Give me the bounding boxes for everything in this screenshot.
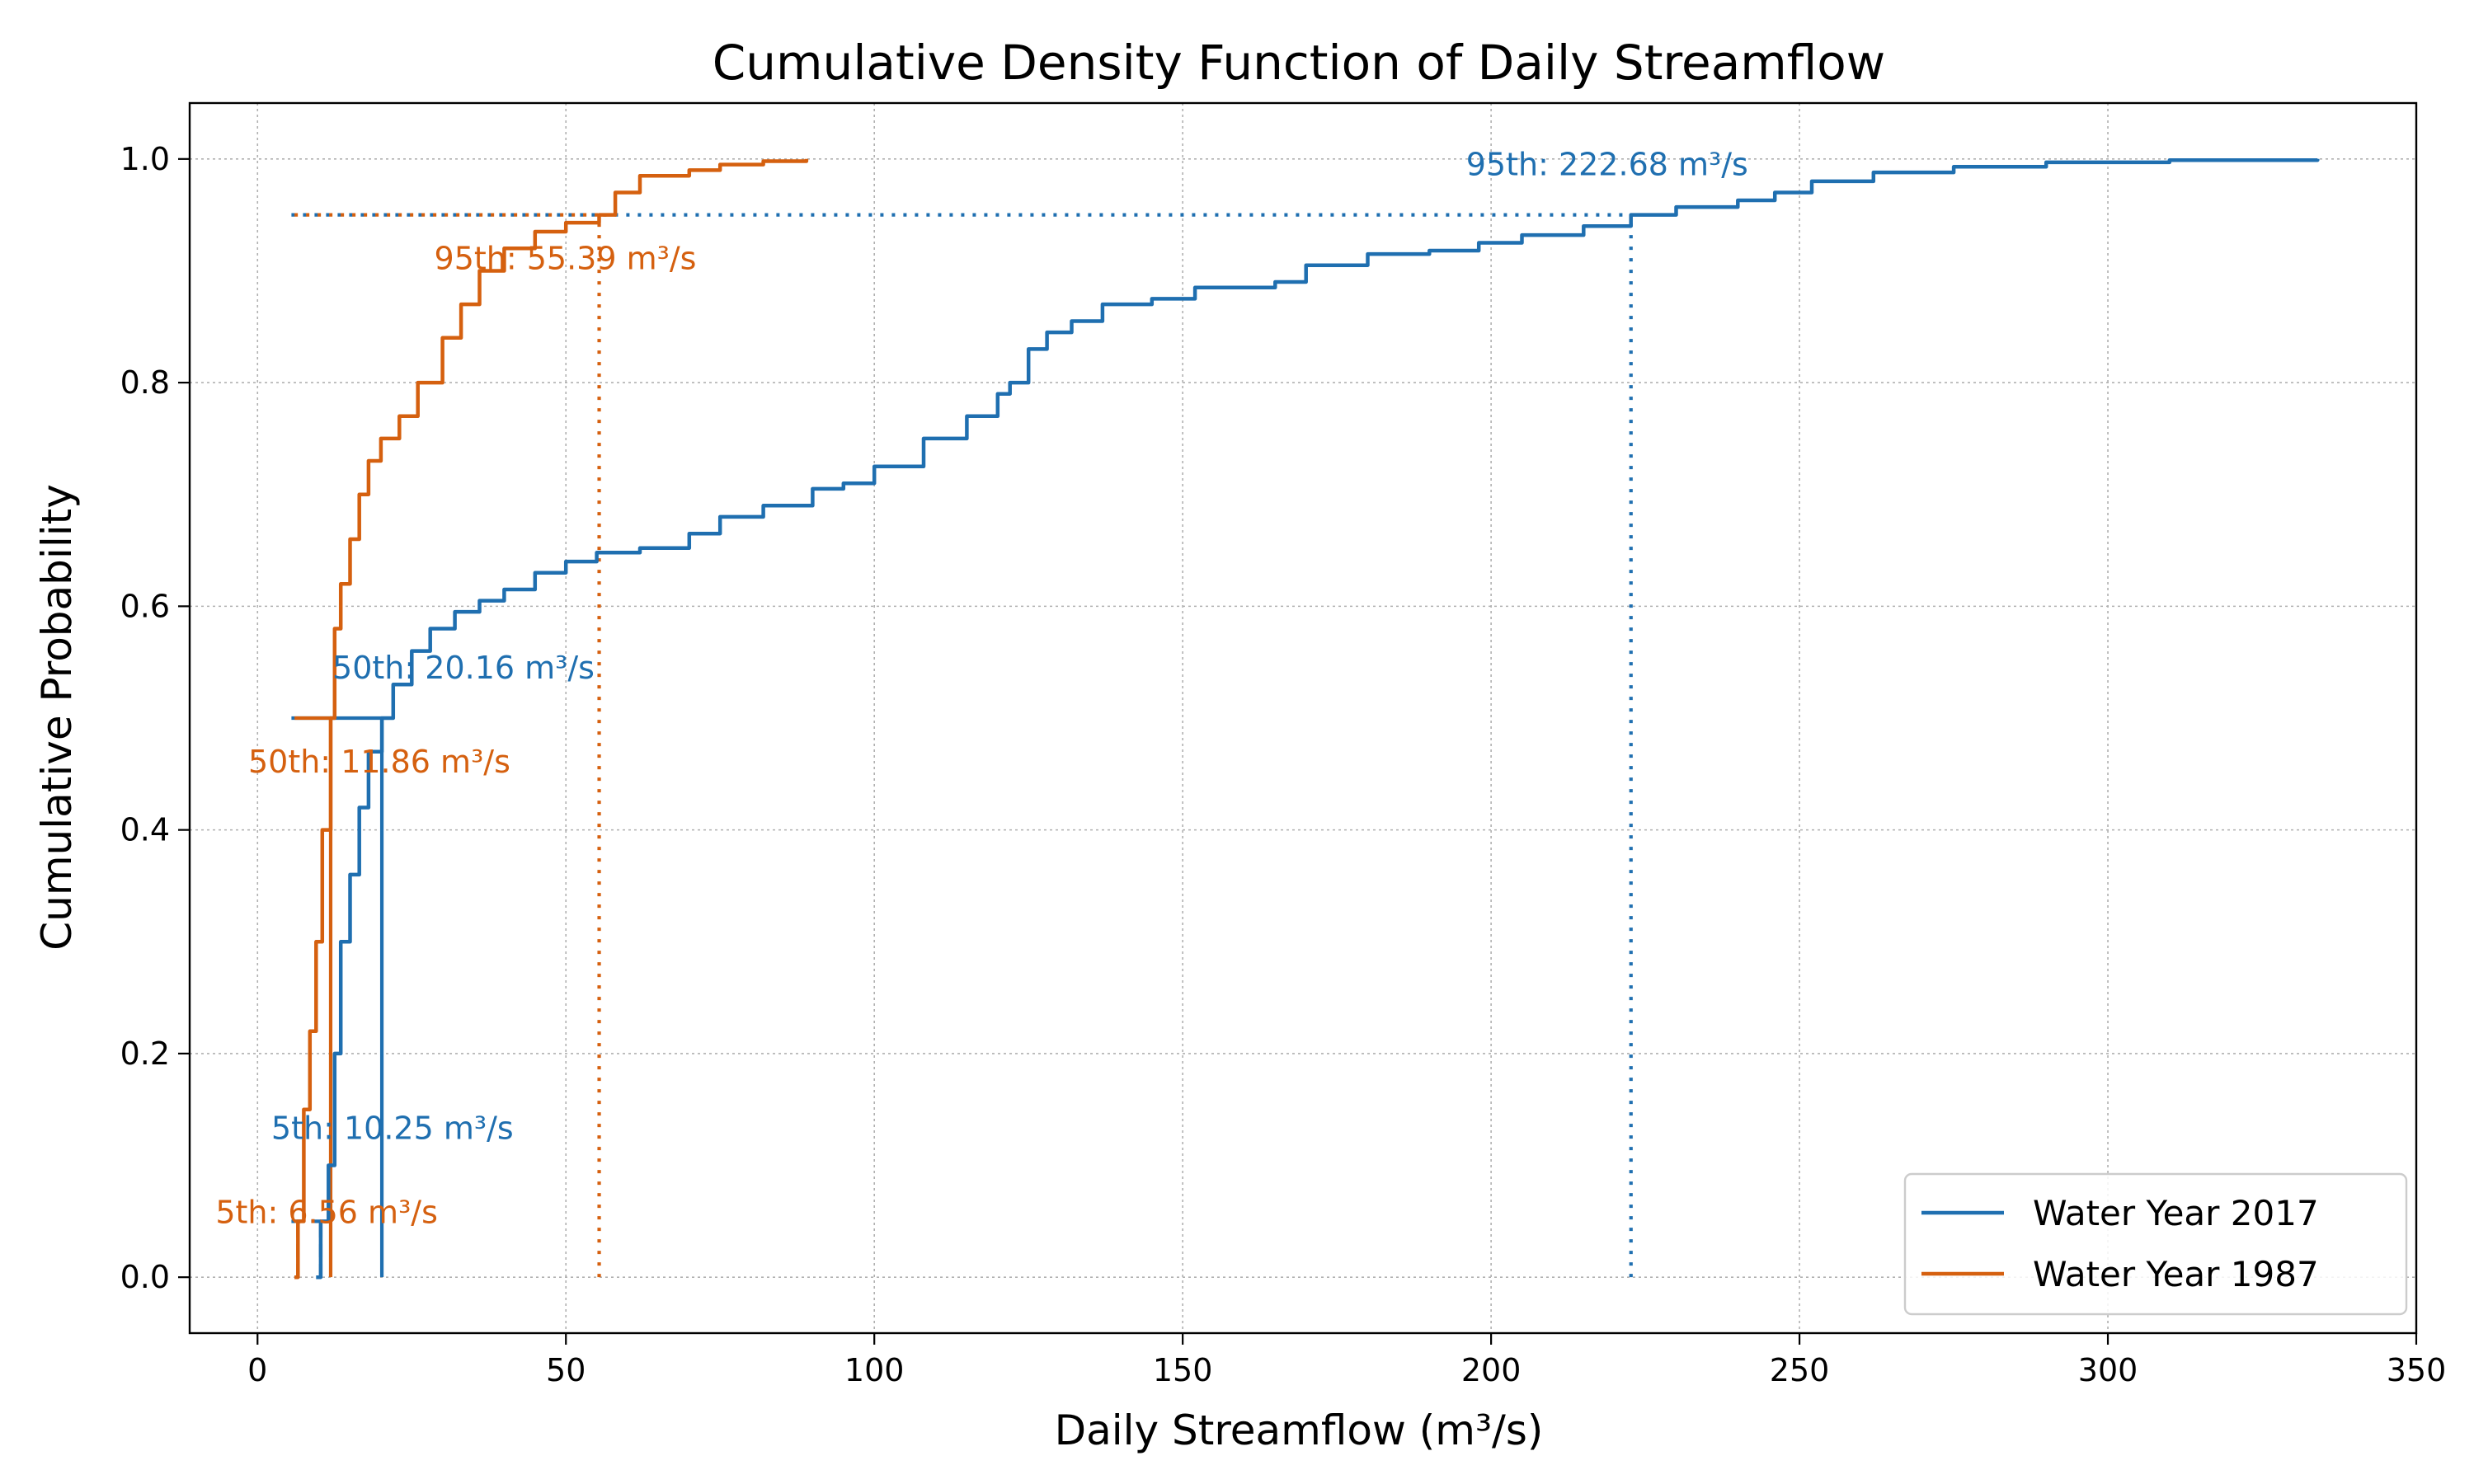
- legend-label-1987: Water Year 1987: [2033, 1254, 2319, 1294]
- y-axis-label: Cumulative Probability: [33, 484, 81, 951]
- percentile-label-0-50: 50th: 20.16 m³/s: [332, 650, 595, 686]
- series-lines: [294, 157, 2320, 1280]
- axis-ticks: 0 50 100 150 200 250 300 350 0.0 0.2 0.4 0.6 0.8 1.0: [120, 141, 2447, 1388]
- percentile-label-1-50: 50th: 11.86 m³/s: [248, 744, 510, 780]
- percentile-markers: [291, 213, 1633, 1278]
- y-tick-label: 0.6: [120, 588, 170, 624]
- percentile-label-0-5: 5th: 10.25 m³/s: [271, 1110, 514, 1146]
- y-tick-label: 0.2: [120, 1036, 170, 1072]
- percentile-annotations: 5th: 10.25 m³/s 50th: 20.16 m³/s 95th: 222…: [215, 147, 1748, 1231]
- percentile-label-1-5: 5th: 6.56 m³/s: [215, 1194, 438, 1230]
- y-tick-label: 0.8: [120, 364, 170, 401]
- legend: Water Year 2017 Water Year 1987: [1903, 1172, 2408, 1316]
- x-tick-label: 350: [2387, 1352, 2447, 1388]
- y-tick-label: 0.0: [120, 1259, 170, 1295]
- y-tick-label: 0.4: [120, 812, 170, 848]
- x-tick-label: 250: [1770, 1352, 1830, 1388]
- x-tick-label: 0: [247, 1352, 267, 1388]
- percentile-label-1-95: 95th: 55.39 m³/s: [435, 241, 697, 277]
- legend-label-2017: Water Year 2017: [2033, 1193, 2319, 1233]
- plot-frame: [188, 101, 2418, 1335]
- legend-box: [1903, 1172, 2408, 1316]
- chart-title: Cumulative Density Function of Daily Str…: [713, 35, 1885, 91]
- x-tick-label: 200: [1461, 1352, 1522, 1388]
- x-tick-label: 150: [1153, 1352, 1213, 1388]
- x-axis-label: Daily Streamflow (m³/s): [1055, 1407, 1544, 1454]
- percentile-label-0-95: 95th: 222.68 m³/s: [1466, 147, 1748, 183]
- x-tick-label: 300: [2078, 1352, 2138, 1388]
- series-line-1: [294, 158, 809, 1280]
- series-line-0: [316, 157, 2320, 1280]
- x-tick-label: 100: [844, 1352, 905, 1388]
- y-tick-label: 1.0: [120, 141, 170, 177]
- x-tick-label: 50: [546, 1352, 586, 1388]
- grid-lines: [190, 103, 2417, 1333]
